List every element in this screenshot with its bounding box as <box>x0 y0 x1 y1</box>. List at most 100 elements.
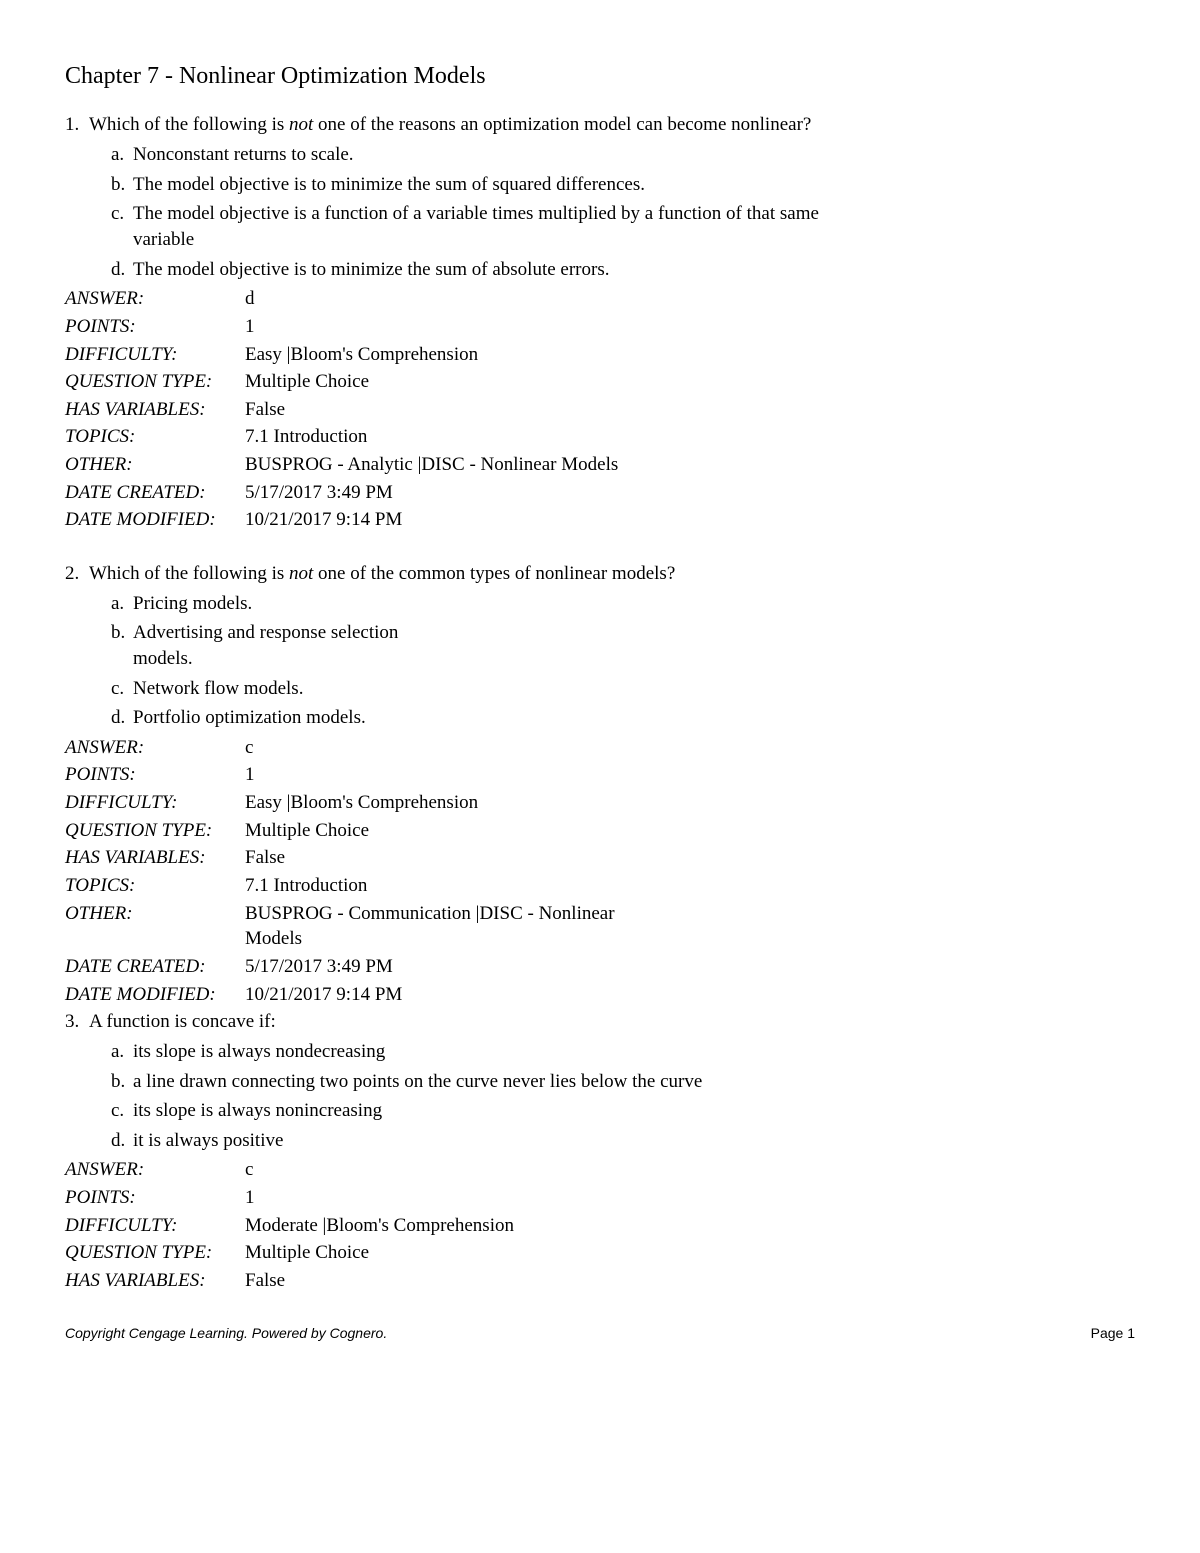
stem-post: one of the common types of nonlinear mod… <box>313 563 675 584</box>
meta-label: TOPICS: <box>65 873 245 899</box>
meta-label: POINTS: <box>65 762 245 788</box>
option-c: c.its slope is always nonincreasing <box>111 1098 911 1124</box>
question-stem: 3. A function is concave if: <box>65 1009 1135 1035</box>
meta-topics: TOPICS:7.1 Introduction <box>65 424 1135 450</box>
option-d: d.Portfolio optimization models. <box>111 705 911 731</box>
meta-difficulty: DIFFICULTY:Moderate |Bloom's Comprehensi… <box>65 1213 1135 1239</box>
stem-pre: Which of the following is <box>89 114 289 135</box>
meta-points: POINTS:1 <box>65 1185 1135 1211</box>
question-text: A function is concave if: <box>89 1009 276 1035</box>
meta-question-type: QUESTION TYPE:Multiple Choice <box>65 1240 1135 1266</box>
meta-value: c <box>245 735 253 761</box>
question-1: 1. Which of the following is not one of … <box>65 112 1135 533</box>
meta-value: Multiple Choice <box>245 369 369 395</box>
meta-other: OTHER:BUSPROG - Communication |DISC - No… <box>65 901 1135 952</box>
question-text: Which of the following is not one of the… <box>89 112 811 138</box>
option-text: Network flow models. <box>133 676 303 702</box>
meta-value: 1 <box>245 762 255 788</box>
meta-label: QUESTION TYPE: <box>65 1240 245 1266</box>
options-list: a.Nonconstant returns to scale. b.The mo… <box>111 142 1135 282</box>
option-c: c.Network flow models. <box>111 676 911 702</box>
option-text: The model objective is to minimize the s… <box>133 257 609 283</box>
option-letter: a. <box>111 591 131 617</box>
meta-value: False <box>245 397 285 423</box>
meta-question-type: QUESTION TYPE:Multiple Choice <box>65 369 1135 395</box>
meta-block: ANSWER:c POINTS:1 DIFFICULTY:Moderate |B… <box>65 1157 1135 1293</box>
options-list: a.its slope is always nondecreasing b.a … <box>111 1039 1135 1154</box>
option-letter: c. <box>111 201 131 252</box>
meta-label: DATE MODIFIED: <box>65 982 245 1008</box>
meta-value: 1 <box>245 1185 255 1211</box>
meta-value: Multiple Choice <box>245 818 369 844</box>
meta-value: BUSPROG - Communication |DISC - Nonlinea… <box>245 901 625 952</box>
option-a: a.its slope is always nondecreasing <box>111 1039 911 1065</box>
meta-points: POINTS:1 <box>65 314 1135 340</box>
option-letter: b. <box>111 1069 131 1095</box>
meta-value: c <box>245 1157 253 1183</box>
option-letter: c. <box>111 676 131 702</box>
meta-other: OTHER:BUSPROG - Analytic |DISC - Nonline… <box>65 452 1135 478</box>
meta-block: ANSWER:d POINTS:1 DIFFICULTY:Easy |Bloom… <box>65 286 1135 533</box>
meta-points: POINTS:1 <box>65 762 1135 788</box>
meta-value: 7.1 Introduction <box>245 873 367 899</box>
option-letter: a. <box>111 1039 131 1065</box>
option-letter: d. <box>111 257 131 283</box>
page-footer: Copyright Cengage Learning. Powered by C… <box>65 1324 1135 1343</box>
meta-label: ANSWER: <box>65 286 245 312</box>
option-text: Pricing models. <box>133 591 252 617</box>
meta-value: 1 <box>245 314 255 340</box>
option-b: b.The model objective is to minimize the… <box>111 172 911 198</box>
meta-label: DIFFICULTY: <box>65 342 245 368</box>
meta-difficulty: DIFFICULTY:Easy |Bloom's Comprehension <box>65 790 1135 816</box>
question-text: Which of the following is not one of the… <box>89 561 675 587</box>
meta-value: Easy |Bloom's Comprehension <box>245 790 478 816</box>
meta-label: ANSWER: <box>65 735 245 761</box>
option-letter: a. <box>111 142 131 168</box>
meta-label: HAS VARIABLES: <box>65 397 245 423</box>
option-b: b.a line drawn connecting two points on … <box>111 1069 911 1095</box>
option-text: it is always positive <box>133 1128 283 1154</box>
stem-pre: Which of the following is <box>89 563 289 584</box>
option-c: c.The model objective is a function of a… <box>111 201 911 252</box>
option-text: The model objective is to minimize the s… <box>133 172 645 198</box>
option-text: The model objective is a function of a v… <box>133 201 873 252</box>
meta-date-created: DATE CREATED:5/17/2017 3:49 PM <box>65 954 1135 980</box>
meta-value: False <box>245 845 285 871</box>
meta-date-modified: DATE MODIFIED:10/21/2017 9:14 PM <box>65 982 1135 1008</box>
option-letter: d. <box>111 705 131 731</box>
option-text: its slope is always nonincreasing <box>133 1098 382 1124</box>
meta-value: Multiple Choice <box>245 1240 369 1266</box>
option-text: Nonconstant returns to scale. <box>133 142 354 168</box>
meta-label: HAS VARIABLES: <box>65 1268 245 1294</box>
chapter-title: Chapter 7 - Nonlinear Optimization Model… <box>65 60 1135 92</box>
meta-label: DIFFICULTY: <box>65 790 245 816</box>
question-2: 2. Which of the following is not one of … <box>65 561 1135 1007</box>
meta-has-variables: HAS VARIABLES:False <box>65 1268 1135 1294</box>
option-a: a.Nonconstant returns to scale. <box>111 142 911 168</box>
meta-label: QUESTION TYPE: <box>65 369 245 395</box>
stem-pre: A function is concave if: <box>89 1011 276 1032</box>
meta-value: False <box>245 1268 285 1294</box>
meta-label: POINTS: <box>65 1185 245 1211</box>
option-text: Portfolio optimization models. <box>133 705 366 731</box>
meta-label: OTHER: <box>65 901 245 952</box>
footer-copyright: Copyright Cengage Learning. Powered by C… <box>65 1324 387 1343</box>
option-text: its slope is always nondecreasing <box>133 1039 385 1065</box>
meta-value: BUSPROG - Analytic |DISC - Nonlinear Mod… <box>245 452 618 478</box>
meta-value: Moderate |Bloom's Comprehension <box>245 1213 514 1239</box>
meta-label: DATE CREATED: <box>65 954 245 980</box>
option-letter: b. <box>111 620 131 671</box>
meta-block: ANSWER:c POINTS:1 DIFFICULTY:Easy |Bloom… <box>65 735 1135 1007</box>
meta-difficulty: DIFFICULTY:Easy |Bloom's Comprehension <box>65 342 1135 368</box>
meta-has-variables: HAS VARIABLES:False <box>65 845 1135 871</box>
meta-label: POINTS: <box>65 314 245 340</box>
meta-label: QUESTION TYPE: <box>65 818 245 844</box>
question-number: 1. <box>65 112 85 138</box>
meta-value: 10/21/2017 9:14 PM <box>245 507 402 533</box>
meta-value: Easy |Bloom's Comprehension <box>245 342 478 368</box>
option-letter: b. <box>111 172 131 198</box>
question-stem: 2. Which of the following is not one of … <box>65 561 1135 587</box>
meta-answer: ANSWER:c <box>65 735 1135 761</box>
stem-post: one of the reasons an optimization model… <box>313 114 811 135</box>
meta-answer: ANSWER:d <box>65 286 1135 312</box>
